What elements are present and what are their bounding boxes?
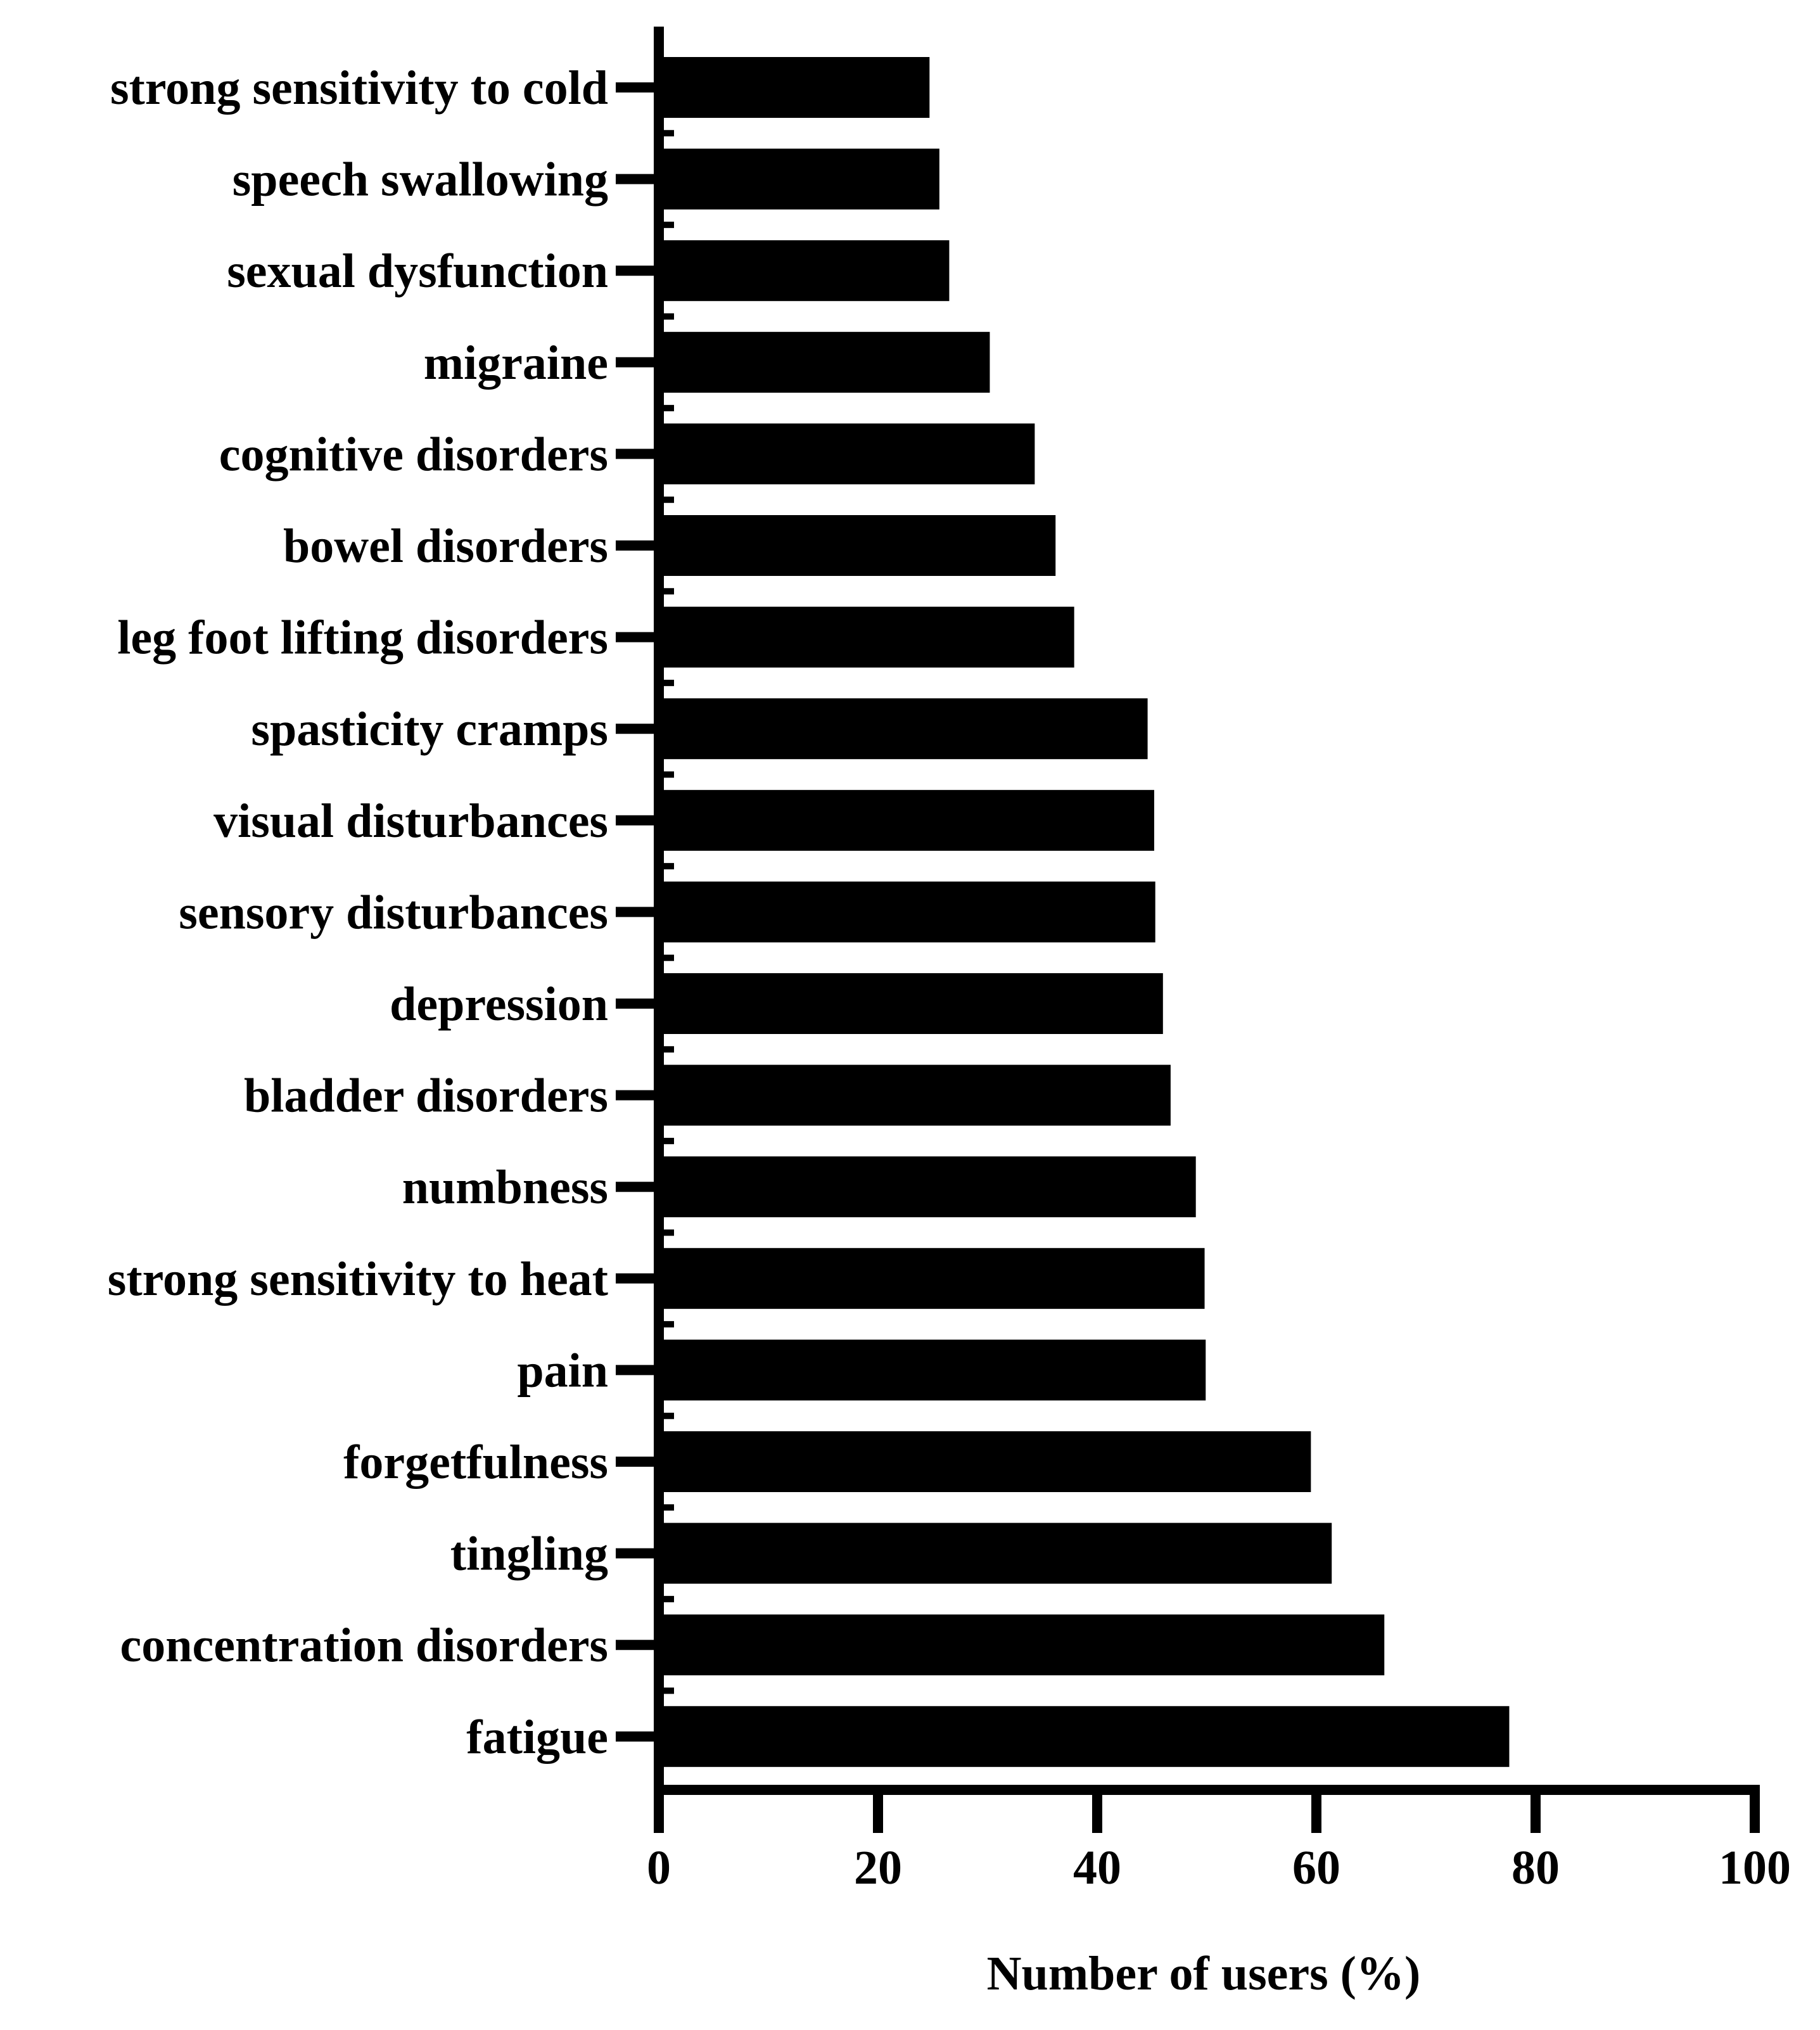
bar [664,331,990,393]
bar [664,1248,1205,1309]
bar [664,1522,1332,1584]
category-label: forgetfulness [343,1436,608,1489]
category-label: speech swallowing [232,153,608,207]
bar [664,1064,1171,1126]
bar [664,423,1035,485]
category-label: cognitive disorders [219,428,608,481]
bar [664,240,950,302]
category-label: sensory disturbances [179,886,608,939]
bar [664,1156,1196,1218]
category-label: migraine [424,336,608,390]
category-label: sexual dysfunction [227,245,608,298]
category-label: pain [517,1344,608,1397]
category-label: leg foot lifting disorders [117,611,608,665]
category-label: numbness [402,1161,608,1214]
bar [664,789,1154,851]
x-tick-label: 40 [1073,1841,1121,1894]
x-tick-label: 60 [1292,1841,1340,1894]
category-label: spasticity cramps [251,703,608,756]
category-label: depression [390,978,608,1031]
category-label: bowel disorders [283,520,608,573]
axes-group [616,27,1760,1833]
bar [664,881,1155,943]
category-label: strong sensitivity to heat [108,1253,608,1306]
bar [664,148,939,210]
category-label: fatigue [466,1711,608,1764]
bar [664,515,1056,576]
x-tick-label: 100 [1719,1841,1791,1894]
bar [664,973,1163,1034]
x-tick-label: 20 [854,1841,902,1894]
x-axis-title: Number of users (%) [987,1947,1421,2000]
category-label: strong sensitivity to cold [110,61,608,115]
bar [664,1614,1385,1676]
x-tick-label: 80 [1511,1841,1560,1894]
category-label: visual disturbances [213,795,608,848]
category-label: bladder disorders [244,1069,608,1123]
category-labels: strong sensitivity to cold speech swallow… [108,61,608,1764]
bar [664,57,930,118]
category-label: concentration disorders [120,1619,608,1672]
bar [664,698,1148,760]
bar [664,1706,1510,1767]
bar [664,606,1074,668]
x-tick-label: 0 [647,1841,671,1894]
category-label: tingling [450,1528,608,1581]
bar [664,1339,1206,1401]
bars-group [664,57,1510,1767]
bar [664,1431,1311,1492]
x-tick-labels: 0 20 40 60 80 100 [647,1841,1791,1894]
